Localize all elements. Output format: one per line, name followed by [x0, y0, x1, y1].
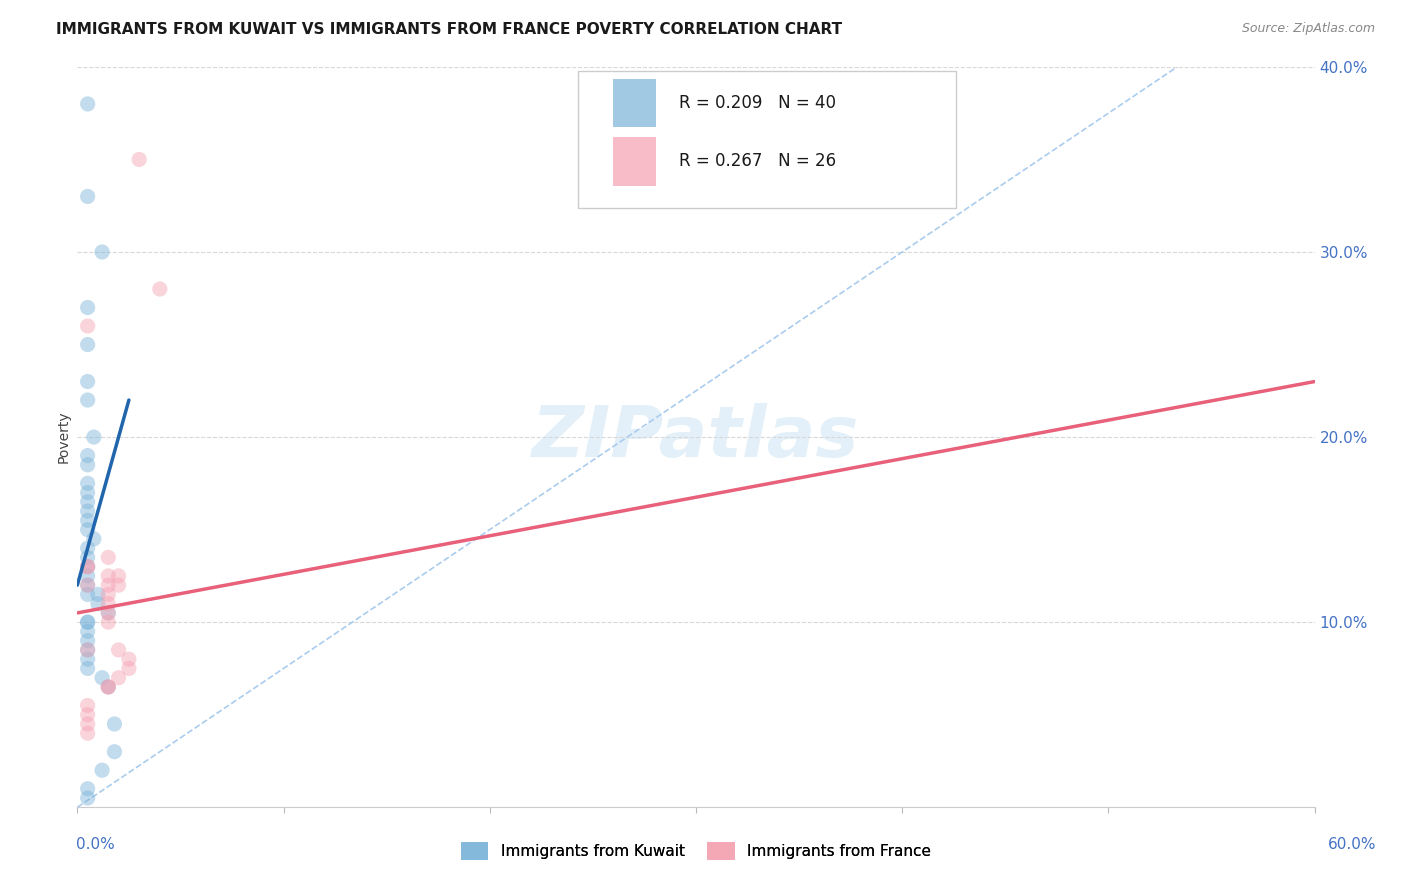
- Text: ZIPatlas: ZIPatlas: [533, 402, 859, 472]
- Text: 60.0%: 60.0%: [1329, 837, 1376, 852]
- Legend: Immigrants from Kuwait, Immigrants from France: Immigrants from Kuwait, Immigrants from …: [454, 836, 938, 866]
- Point: [97, 569, 120, 583]
- Point: [76, 624, 98, 639]
- Point: [76, 698, 98, 713]
- Point: [97, 597, 120, 611]
- FancyBboxPatch shape: [578, 70, 956, 208]
- Point: [107, 643, 129, 657]
- Point: [76, 559, 98, 574]
- Point: [83, 430, 105, 444]
- Point: [76, 559, 98, 574]
- FancyBboxPatch shape: [613, 78, 657, 127]
- Point: [76, 337, 98, 351]
- Point: [76, 550, 98, 565]
- Y-axis label: Poverty: Poverty: [56, 411, 70, 463]
- Point: [76, 495, 98, 509]
- Point: [76, 643, 98, 657]
- Text: IMMIGRANTS FROM KUWAIT VS IMMIGRANTS FROM FRANCE POVERTY CORRELATION CHART: IMMIGRANTS FROM KUWAIT VS IMMIGRANTS FRO…: [56, 22, 842, 37]
- Text: R = 0.209   N = 40: R = 0.209 N = 40: [679, 94, 835, 112]
- Point: [83, 532, 105, 546]
- Point: [76, 449, 98, 463]
- Point: [76, 559, 98, 574]
- Point: [76, 717, 98, 731]
- Point: [76, 513, 98, 527]
- Point: [76, 615, 98, 630]
- Point: [76, 578, 98, 592]
- Point: [76, 476, 98, 491]
- Point: [97, 587, 120, 601]
- Point: [97, 578, 120, 592]
- Point: [76, 318, 98, 333]
- Point: [76, 189, 98, 203]
- Point: [76, 726, 98, 740]
- Point: [87, 597, 110, 611]
- Point: [76, 485, 98, 500]
- Point: [118, 652, 141, 666]
- Point: [97, 550, 120, 565]
- Point: [76, 375, 98, 389]
- Point: [76, 523, 98, 537]
- Point: [76, 643, 98, 657]
- Point: [76, 652, 98, 666]
- Point: [76, 392, 98, 407]
- Point: [103, 717, 125, 731]
- Point: [91, 764, 114, 778]
- Text: R = 0.267   N = 26: R = 0.267 N = 26: [679, 153, 835, 170]
- Point: [76, 707, 98, 722]
- Point: [76, 791, 98, 805]
- Text: 0.0%: 0.0%: [76, 837, 115, 852]
- Point: [76, 458, 98, 472]
- Point: [76, 504, 98, 518]
- Point: [107, 671, 129, 685]
- Point: [97, 615, 120, 630]
- Point: [107, 569, 129, 583]
- Point: [76, 633, 98, 648]
- Point: [97, 606, 120, 620]
- Point: [97, 680, 120, 694]
- Point: [97, 680, 120, 694]
- Point: [76, 97, 98, 112]
- Point: [76, 569, 98, 583]
- Point: [76, 578, 98, 592]
- Point: [103, 745, 125, 759]
- Point: [76, 301, 98, 315]
- Point: [76, 541, 98, 555]
- Text: Source: ZipAtlas.com: Source: ZipAtlas.com: [1241, 22, 1375, 36]
- Point: [76, 587, 98, 601]
- Point: [107, 578, 129, 592]
- Point: [76, 661, 98, 675]
- Point: [149, 282, 172, 296]
- FancyBboxPatch shape: [613, 137, 657, 186]
- Point: [87, 587, 110, 601]
- Point: [97, 680, 120, 694]
- Point: [128, 153, 150, 167]
- Point: [91, 671, 114, 685]
- Point: [97, 606, 120, 620]
- Point: [76, 781, 98, 796]
- Point: [118, 661, 141, 675]
- Point: [76, 615, 98, 630]
- Point: [91, 244, 114, 259]
